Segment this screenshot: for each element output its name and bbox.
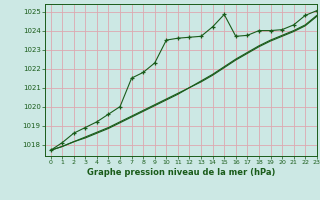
X-axis label: Graphe pression niveau de la mer (hPa): Graphe pression niveau de la mer (hPa) <box>87 168 275 177</box>
